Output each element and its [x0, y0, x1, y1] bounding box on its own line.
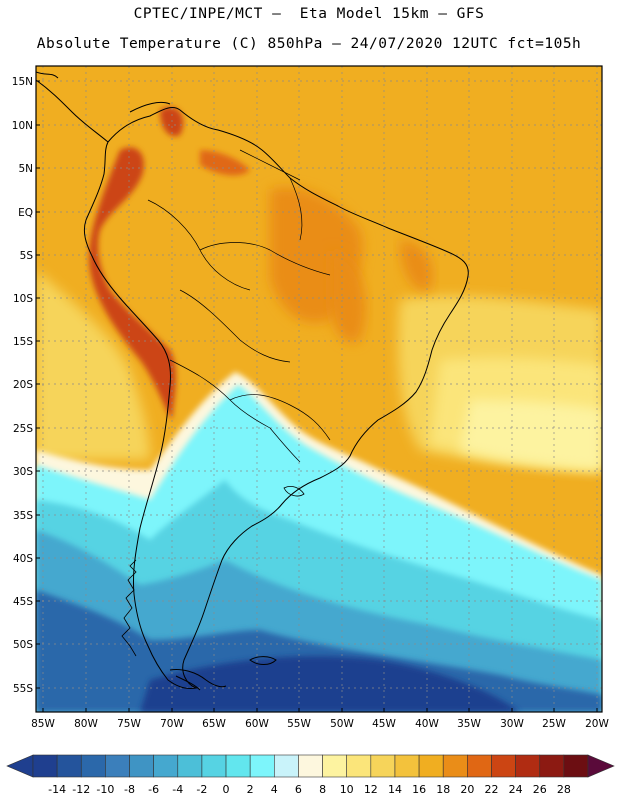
colorbar-label: -6 — [148, 783, 159, 796]
colorbar-label: 8 — [319, 783, 326, 796]
colorbar-cell — [177, 754, 203, 778]
colorbar-cell — [442, 754, 468, 778]
map-frame — [35, 65, 603, 713]
lon-label: 20W — [585, 718, 609, 730]
lat-label: 5N — [18, 163, 33, 175]
colorbar-label: -8 — [124, 783, 135, 796]
lat-label: 40S — [13, 553, 33, 565]
lat-label: EQ — [18, 207, 33, 219]
colorbar-arrow-high — [587, 754, 615, 778]
colorbar-label: 6 — [295, 783, 302, 796]
lon-label: 80W — [74, 718, 98, 730]
colorbar-label: 26 — [533, 783, 547, 796]
coastline-falklands — [249, 656, 277, 665]
lon-label: 85W — [31, 718, 55, 730]
lon-label: 25W — [542, 718, 566, 730]
colorbar — [6, 754, 615, 778]
lat-label: 15N — [12, 76, 33, 88]
lon-label: 40W — [415, 718, 439, 730]
lat-label: 35S — [13, 510, 33, 522]
coastline-south-america — [83, 107, 469, 689]
colorbar-cell — [201, 754, 227, 778]
colorbar-label: 12 — [364, 783, 378, 796]
lat-label: 50S — [13, 639, 33, 651]
coastline-central-america — [36, 71, 171, 143]
colorbar-cell — [515, 754, 541, 778]
colorbar-label: -4 — [172, 783, 183, 796]
colorbar-arrow-low — [6, 754, 34, 778]
lat-label: 45S — [13, 596, 33, 608]
lon-label: 50W — [330, 718, 354, 730]
coastline-tierra-del-fuego — [169, 669, 227, 691]
lon-label: 65W — [202, 718, 226, 730]
colorbar-label: 4 — [271, 783, 278, 796]
colorbar-cell — [129, 754, 154, 778]
colorbar-label: 0 — [223, 783, 230, 796]
colorbar-cell — [346, 754, 372, 778]
coastline-lagoa — [283, 486, 305, 497]
colorbar-cell — [418, 754, 444, 778]
colorbar-label: 28 — [557, 783, 571, 796]
title-variable: Absolute Temperature (C) 850hPa – 24/07/… — [36, 36, 582, 52]
colorbar-label: 18 — [436, 783, 450, 796]
title-model: CPTEC/INPE/MCT – Eta Model 15km – GFS — [133, 6, 485, 22]
colorbar-cell — [274, 754, 299, 778]
lat-label: 10N — [12, 120, 33, 132]
lon-label: 35W — [457, 718, 481, 730]
lon-label: 55W — [287, 718, 311, 730]
country-borders — [147, 149, 331, 463]
colorbar-cell — [153, 754, 179, 778]
colorbar-label: -2 — [196, 783, 207, 796]
lat-label: 5S — [20, 250, 34, 262]
colorbar-cell — [563, 754, 589, 778]
lon-label: 30W — [500, 718, 524, 730]
colorbar-label: 22 — [484, 783, 498, 796]
colorbar-cell — [322, 754, 347, 778]
colorbar-cell — [539, 754, 565, 778]
lat-label: 15S — [13, 336, 33, 348]
colorbar-label: -12 — [72, 783, 90, 796]
colorbar-label: 16 — [412, 783, 426, 796]
colorbar-label: 20 — [460, 783, 474, 796]
colorbar-cell — [249, 754, 275, 778]
colorbar-label: -10 — [96, 783, 114, 796]
colorbar-cell — [298, 754, 323, 778]
lat-label: 55S — [13, 683, 33, 695]
colorbar-cell — [80, 754, 106, 778]
colorbar-cell — [370, 754, 396, 778]
lat-label: 20S — [13, 379, 33, 391]
colorbar-label: 2 — [247, 783, 254, 796]
lat-label: 25S — [13, 423, 33, 435]
colorbar-cell — [32, 754, 58, 778]
colorbar-cell — [491, 754, 516, 778]
lon-label: 75W — [117, 718, 141, 730]
colorbar-cell — [225, 754, 251, 778]
temperature-field — [36, 66, 602, 712]
colorbar-label: -14 — [48, 783, 66, 796]
lon-label: 45W — [372, 718, 396, 730]
lon-label: 60W — [245, 718, 269, 730]
lon-label: 70W — [160, 718, 184, 730]
colorbar-cell — [105, 754, 130, 778]
coastline-chile-fjords — [121, 559, 137, 657]
colorbar-label: 14 — [388, 783, 402, 796]
colorbar-cell — [394, 754, 420, 778]
colorbar-label: 10 — [340, 783, 354, 796]
colorbar-cell — [56, 754, 82, 778]
colorbar-cell — [467, 754, 492, 778]
colorbar-label: 24 — [509, 783, 523, 796]
lat-label: 10S — [13, 293, 33, 305]
lat-label: 30S — [13, 466, 33, 478]
